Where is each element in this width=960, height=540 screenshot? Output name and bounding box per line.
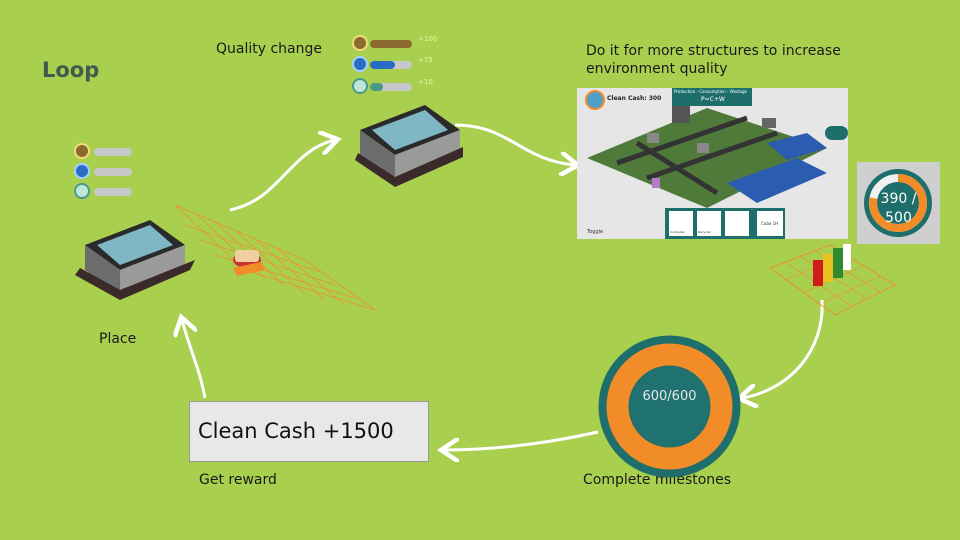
water-bar	[94, 168, 132, 176]
soil-bar	[370, 40, 412, 48]
placement-grid	[174, 204, 376, 311]
card-cube: Cube 1H	[761, 221, 779, 226]
air-recycle-icon	[352, 78, 368, 94]
milestone-grid-illustration	[769, 244, 896, 316]
place-label: Place	[99, 331, 137, 347]
formula-label: P=C+W	[701, 96, 725, 103]
soil-icon	[352, 35, 368, 51]
arrow-place-to-quality	[229, 140, 335, 212]
card-recycler: Recycler	[698, 230, 711, 234]
complete-milestones-label: Complete milestones	[583, 472, 732, 488]
milestone-big-text: 600/600	[642, 389, 697, 404]
city-map	[577, 88, 848, 239]
block-green	[833, 248, 843, 278]
air-bar	[94, 188, 132, 196]
milestone-small-line2: 500	[885, 210, 912, 226]
quality-building-illustration	[355, 105, 463, 187]
header-label: Production - Consumption - Wastage	[674, 89, 747, 94]
milestone-small-ring	[864, 169, 932, 237]
water-drop-icon	[352, 56, 368, 72]
page-title: Loop	[42, 58, 100, 82]
reward-box	[189, 401, 429, 462]
air-bar	[370, 83, 412, 91]
do-more-label: Do it for more structures to increase en…	[586, 43, 841, 77]
water-delta: +75	[418, 56, 433, 64]
soil-bar	[94, 148, 132, 156]
arrow-more-to-milestones	[742, 299, 824, 398]
cart-icon	[233, 250, 265, 276]
block-red	[813, 260, 823, 286]
block-white	[843, 244, 851, 270]
house-left	[75, 220, 195, 300]
reward-text: Clean Cash +1500	[198, 419, 394, 443]
card-computer: Computer	[670, 230, 685, 234]
arrow-reward-to-place	[182, 320, 207, 399]
quality-bars-after: +100 +75 +10	[352, 35, 452, 95]
milestone-big-ring	[598, 335, 741, 478]
water-drop-icon	[74, 163, 90, 179]
quality-bars-before	[74, 143, 144, 203]
arrow-milestones-to-reward	[444, 430, 599, 450]
get-reward-label: Get reward	[199, 472, 277, 488]
block-yellow	[823, 254, 833, 282]
place-building-illustration	[75, 204, 376, 311]
soil-delta: +100	[418, 35, 438, 43]
milestone-small-panel: 390 / 500	[857, 162, 940, 244]
arrow-quality-to-more	[454, 123, 575, 165]
air-recycle-icon	[74, 183, 90, 199]
cash-label: Clean Cash: 300	[607, 95, 662, 102]
game-screenshot: Clean Cash: 300 Production - Consumption…	[577, 88, 848, 239]
toggle-label: Toggle	[587, 229, 604, 235]
soil-icon	[74, 143, 90, 159]
quality-change-label: Quality change	[216, 41, 322, 57]
milestone-small-line1: 390 /	[880, 191, 917, 207]
water-bar	[370, 61, 412, 69]
air-delta: +10	[418, 78, 433, 86]
